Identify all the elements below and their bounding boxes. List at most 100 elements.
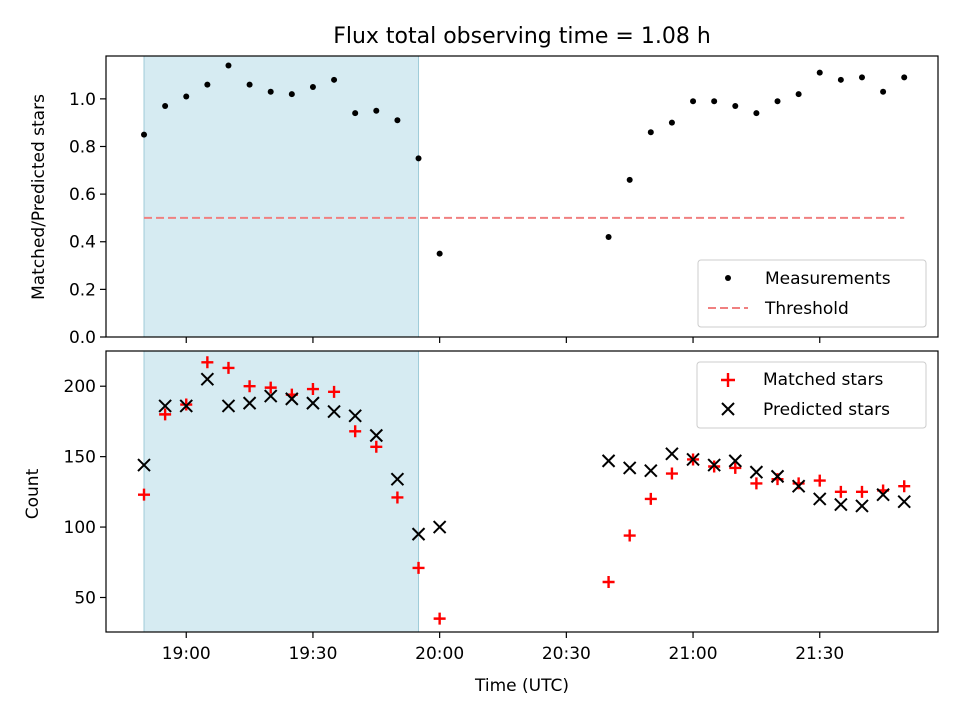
predicted-stars-point <box>834 497 848 512</box>
predicted-stars-point <box>749 465 764 479</box>
bottom-shaded-region <box>144 351 419 632</box>
top-shaded-region <box>144 56 419 337</box>
predicted-stars-point <box>728 454 742 468</box>
matched-stars-point <box>222 361 235 374</box>
top-panel: 0.0 0.2 0.4 0.6 0.8 1.0 Matched/Predicted sta… <box>29 55 939 348</box>
predicted-stars-point <box>200 372 215 386</box>
matched-stars-point <box>264 381 277 394</box>
matched-stars-point <box>328 385 341 398</box>
bottom-axes-frame <box>105 350 939 633</box>
matched-stars-point <box>201 356 214 369</box>
matched-stars-point <box>834 485 847 498</box>
bottom-y-tick-label: 100 <box>64 518 96 538</box>
measurements-point <box>858 74 865 81</box>
matched-stars-point <box>898 480 911 493</box>
predicted-stars-point <box>221 399 236 413</box>
measurements-point <box>141 131 148 138</box>
x-tick-label: 20:30 <box>542 644 591 664</box>
legend-label-predicted: Predicted stars <box>763 400 890 420</box>
top-legend: Measurements Threshold <box>697 259 927 328</box>
x-tick-label: 20:00 <box>415 644 464 664</box>
predicted-stars-point <box>855 499 869 513</box>
x-tick-label: 21:00 <box>669 644 718 664</box>
top-y-tick-label: 0.0 <box>69 328 96 348</box>
measurements-point <box>373 107 380 114</box>
top-y-tick-label: 0.8 <box>69 137 96 157</box>
predicted-stars-point <box>813 492 827 506</box>
measurements-point <box>690 98 697 105</box>
predicted-stars-point <box>686 452 700 467</box>
matched-stars-point <box>306 383 319 396</box>
matched-stars-point <box>243 380 256 393</box>
legend-label-threshold: Threshold <box>764 299 849 319</box>
predicted-stars-point <box>348 409 362 423</box>
matched-stars-point <box>855 485 868 498</box>
predicted-stars-point <box>707 458 721 472</box>
matched-stars-point <box>433 612 446 625</box>
bottom-panel: 50 100 150 200 19:00 19:30 20:00 20:30 21:00 21:3… <box>23 350 939 696</box>
measurements-point <box>795 91 802 98</box>
matched-stars-point <box>623 529 636 542</box>
measurements-point <box>753 110 760 117</box>
predicted-stars-point <box>644 464 658 478</box>
measurements-point <box>436 250 443 257</box>
matched-stars-point <box>602 575 615 588</box>
predicted-stars-point <box>137 458 151 472</box>
top-y-tick-label: 0.6 <box>69 185 96 205</box>
bottom-y-tick-label: 50 <box>74 588 96 608</box>
measurements-point <box>732 103 739 110</box>
predicted-stars-point <box>306 396 320 410</box>
matched-stars-point <box>159 408 172 421</box>
x-tick-label: 21:30 <box>795 644 844 664</box>
predicted-stars-point <box>622 461 637 475</box>
measurements-point <box>415 155 422 162</box>
top-legend-box <box>697 259 927 328</box>
predicted-stars-point <box>242 396 257 410</box>
top-y-tick-label: 0.4 <box>69 233 96 253</box>
legend-label-matched: Matched stars <box>763 370 883 390</box>
predicted-stars-point <box>390 472 405 486</box>
predicted-stars-point <box>432 520 447 534</box>
top-y-axis-label: Matched/Predicted stars <box>29 94 49 300</box>
measurements-point <box>288 91 295 98</box>
legend-marker-predicted <box>721 402 735 416</box>
top-axes-frame <box>105 55 939 338</box>
matched-stars-point <box>391 491 404 504</box>
measurements-point <box>394 117 401 124</box>
legend-label-measurements: Measurements <box>765 269 891 289</box>
x-tick-label: 19:30 <box>288 644 337 664</box>
measurements-point <box>267 88 274 95</box>
matched-stars-point <box>813 474 826 487</box>
top-y-tick-label: 1.0 <box>69 90 96 110</box>
legend-marker-measurements <box>725 275 731 281</box>
x-tick-label: 19:00 <box>162 644 211 664</box>
predicted-stars-point <box>876 487 890 502</box>
chart-title: Flux total observing time = 1.08 h <box>333 24 711 49</box>
predicted-stars-point <box>327 404 341 419</box>
measurements-point <box>711 98 718 105</box>
predicted-stars-point <box>264 389 278 403</box>
measurements-point <box>162 103 169 110</box>
bottom-y-tick-label: 150 <box>64 448 96 468</box>
matched-stars-point <box>349 425 362 438</box>
matched-stars-point <box>412 561 425 574</box>
measurements-point <box>626 176 633 183</box>
measurements-point <box>816 69 823 76</box>
measurements-point <box>605 233 612 240</box>
measurements-point <box>880 88 887 95</box>
measurements-point <box>668 119 675 126</box>
bottom-legend-box <box>696 361 927 429</box>
predicted-stars-point <box>179 399 193 413</box>
matched-stars-point <box>665 467 678 480</box>
predicted-stars-point <box>411 527 426 541</box>
matched-stars-point <box>729 461 742 474</box>
x-axis-label: Time (UTC) <box>474 676 569 696</box>
matched-stars-point <box>750 477 763 490</box>
matched-stars-point <box>138 488 151 501</box>
measurements-point <box>246 81 253 88</box>
measurements-point <box>774 98 781 105</box>
bottom-legend: Matched stars Predicted stars <box>696 361 927 429</box>
predicted-stars-point <box>369 428 384 443</box>
predicted-stars-point <box>791 479 806 493</box>
